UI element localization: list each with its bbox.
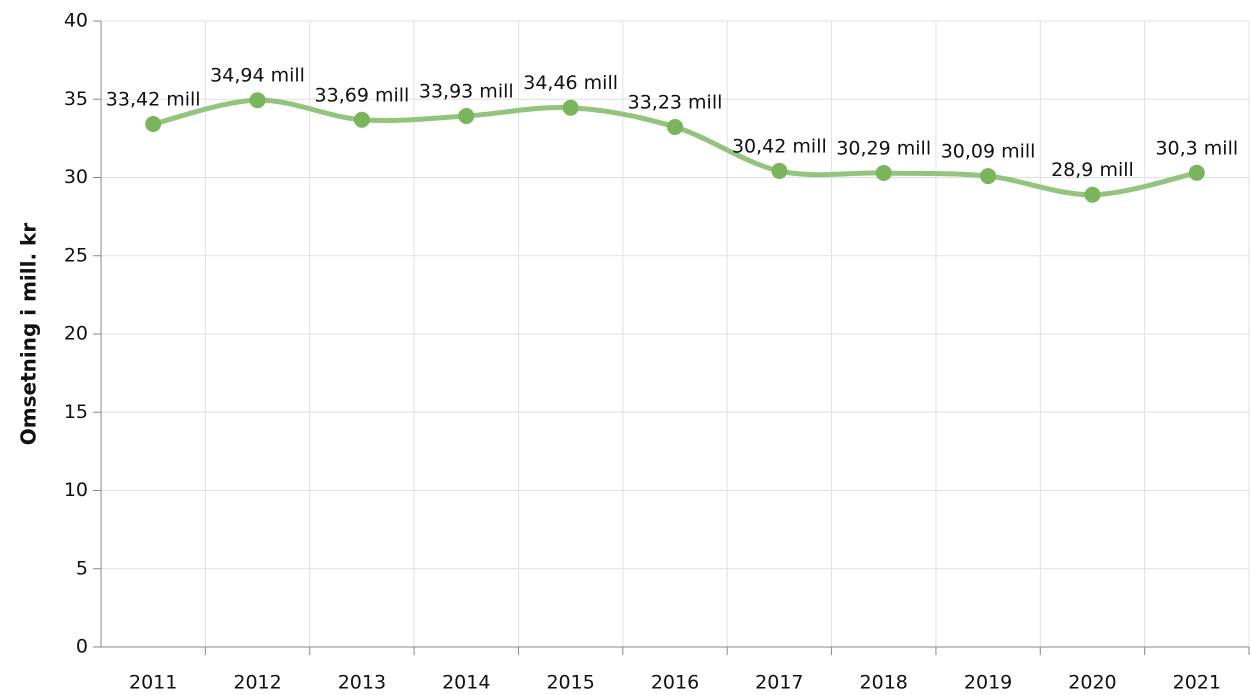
y-tick-label: 5 xyxy=(76,557,88,579)
y-tick-label: 30 xyxy=(64,166,88,188)
point xyxy=(353,111,370,128)
x-tick-label: 2011 xyxy=(129,672,177,694)
point xyxy=(1188,164,1205,181)
point xyxy=(667,118,683,135)
x-tick-label: 2012 xyxy=(233,672,281,694)
data-label: 33,23 mill xyxy=(628,91,723,113)
x-tick-label: 2017 xyxy=(755,672,803,694)
x-tick-label: 2013 xyxy=(338,672,386,694)
y-tick-label: 40 xyxy=(64,10,88,32)
data-label: 30,42 mill xyxy=(732,135,827,157)
point xyxy=(875,164,892,181)
data-label: 30,09 mill xyxy=(941,141,1036,163)
x-tick-label: 2015 xyxy=(546,672,594,694)
point xyxy=(1084,186,1101,203)
y-tick-label: 10 xyxy=(64,479,88,501)
x-tick-label: 2021 xyxy=(1173,672,1221,694)
x-tick-label: 2016 xyxy=(651,672,699,694)
point xyxy=(771,162,788,179)
x-tick-label: 2020 xyxy=(1068,672,1116,694)
x-tick-label: 2019 xyxy=(964,672,1012,694)
y-tick-label: 0 xyxy=(76,636,88,658)
x-tick-label: 2014 xyxy=(442,672,490,694)
point xyxy=(249,92,266,109)
y-axis-label: Omsetning i mill. kr xyxy=(17,223,41,446)
x-tick-label: 2018 xyxy=(860,672,908,694)
y-tick-label: 25 xyxy=(64,244,88,266)
y-tick-label: 15 xyxy=(64,401,88,423)
data-label: 33,93 mill xyxy=(419,80,514,102)
data-label: 33,69 mill xyxy=(315,84,410,106)
data-label: 28,9 mill xyxy=(1051,159,1134,181)
point xyxy=(562,99,579,116)
data-label: 33,42 mill xyxy=(106,88,201,110)
y-tick-label: 35 xyxy=(64,88,88,110)
point xyxy=(980,168,997,185)
point xyxy=(458,107,475,124)
data-label: 30,3 mill xyxy=(1155,137,1238,159)
data-label: 34,46 mill xyxy=(523,72,618,94)
point xyxy=(145,115,162,132)
data-label: 30,29 mill xyxy=(836,137,931,159)
y-tick-label: 20 xyxy=(64,323,88,345)
data-label: 34,94 mill xyxy=(210,65,305,87)
